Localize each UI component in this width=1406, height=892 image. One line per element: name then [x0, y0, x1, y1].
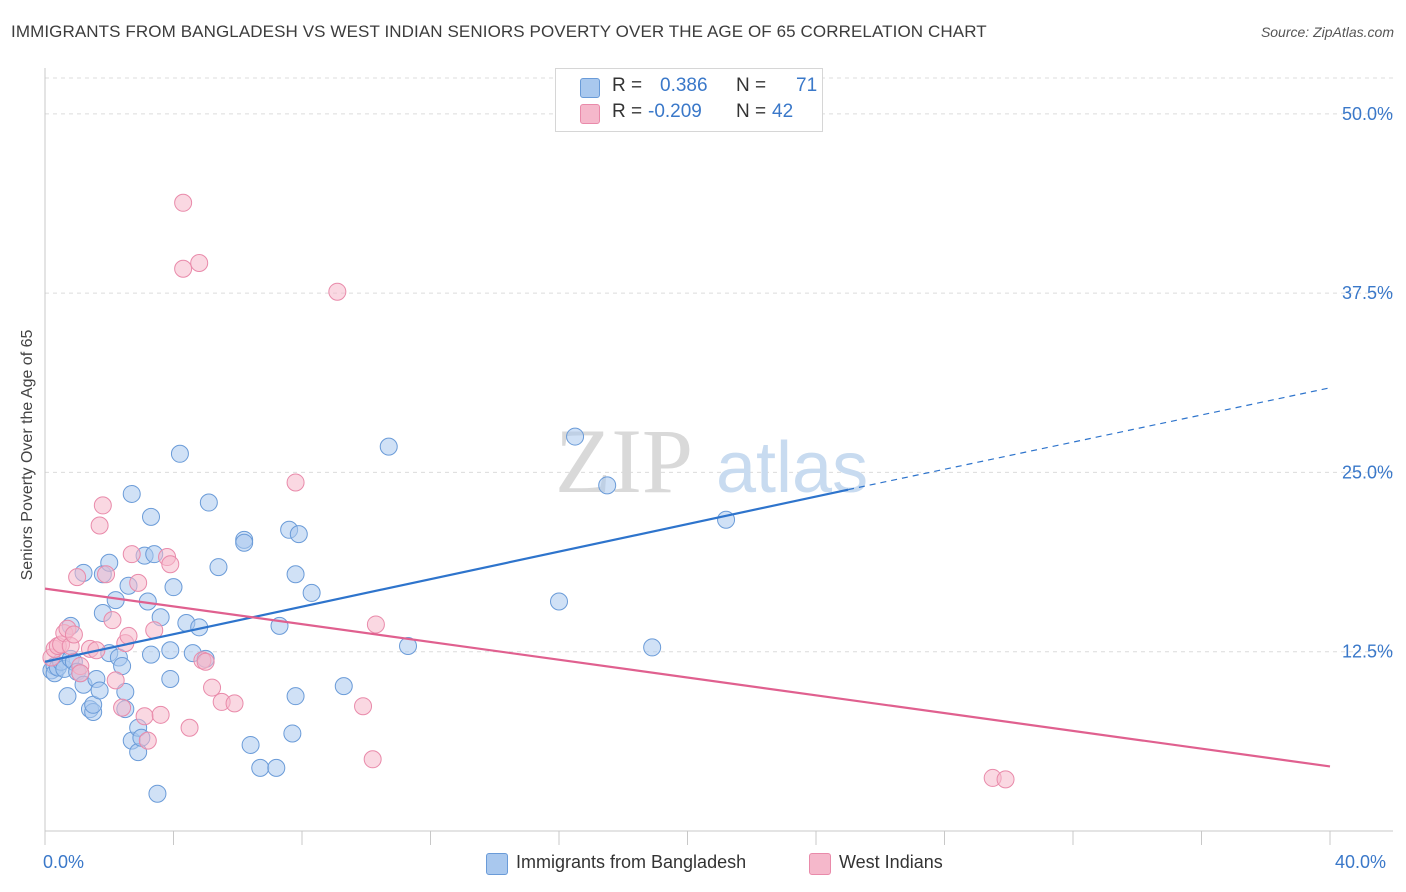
data-point	[170, 444, 189, 463]
data-point	[199, 493, 218, 512]
legend-swatch-west-indians	[580, 104, 600, 124]
bottom-legend-label: Immigrants from Bangladesh	[516, 852, 747, 872]
y-tick-labels: 12.5% 25.0% 37.5% 50.0%	[1342, 104, 1393, 662]
data-point	[354, 697, 373, 716]
data-point	[64, 625, 83, 644]
data-point	[190, 254, 209, 273]
source-label: Source: ZipAtlas.com	[1260, 24, 1394, 40]
west-indians-points	[42, 193, 1015, 789]
data-point	[71, 664, 90, 683]
data-point	[68, 568, 87, 587]
data-point	[196, 652, 215, 671]
data-point	[251, 758, 270, 777]
data-point	[129, 573, 148, 592]
data-point	[138, 731, 157, 750]
x-tick-label-max: 40.0%	[1335, 852, 1387, 872]
data-point	[103, 611, 122, 630]
data-points	[42, 193, 1015, 803]
data-point	[148, 784, 167, 803]
data-point	[286, 687, 305, 706]
data-point	[566, 427, 585, 446]
data-point	[164, 578, 183, 597]
data-point	[93, 496, 112, 515]
data-point	[286, 565, 305, 584]
data-point	[122, 484, 141, 503]
y-tick-label: 12.5%	[1342, 642, 1393, 662]
legend-swatch-bangladesh	[580, 78, 600, 98]
data-point	[366, 615, 385, 634]
watermark: ZIP atlas	[555, 410, 868, 512]
data-point	[97, 565, 116, 584]
data-point	[142, 507, 161, 526]
bangladesh-trend-extension	[848, 387, 1331, 491]
data-point	[225, 694, 244, 713]
data-point	[122, 545, 141, 564]
west-indians-trend-line	[44, 587, 1331, 768]
chart-title: IMMIGRANTS FROM BANGLADESH VS WEST INDIA…	[11, 22, 987, 41]
legend-n-value: 42	[772, 101, 794, 122]
data-point	[180, 718, 199, 737]
data-point	[161, 555, 180, 574]
data-point	[161, 669, 180, 688]
data-point	[90, 516, 109, 535]
data-point	[90, 681, 109, 700]
data-point	[106, 671, 125, 690]
data-point	[399, 636, 418, 655]
legend-r-label: R =	[612, 101, 643, 122]
data-point	[203, 678, 222, 697]
data-point	[334, 677, 353, 696]
data-point	[643, 638, 662, 657]
legend-r-label: R =	[612, 75, 643, 96]
data-point	[267, 758, 286, 777]
data-point	[241, 735, 260, 754]
bottom-legend-swatch-bangladesh	[486, 853, 508, 875]
legend-n-label: N =	[736, 101, 767, 122]
legend-r-value: 0.386	[660, 75, 708, 96]
legend-n-value: 71	[796, 75, 818, 96]
trend-lines	[44, 387, 1331, 768]
data-point	[161, 641, 180, 660]
bottom-legend-swatch-west-indians	[809, 853, 831, 875]
data-point	[235, 533, 254, 552]
data-point	[379, 437, 398, 456]
data-point	[142, 645, 161, 664]
bottom-legend-label: West Indians	[839, 852, 943, 872]
watermark-atlas: atlas	[716, 428, 868, 508]
x-tick-label-min: 0.0%	[43, 852, 85, 872]
legend-n-label: N =	[736, 75, 767, 96]
watermark-zip: ZIP	[555, 410, 693, 512]
data-point	[209, 558, 228, 577]
axes	[44, 68, 1393, 845]
data-point	[135, 707, 154, 726]
data-point	[996, 770, 1015, 789]
data-point	[550, 592, 568, 611]
legend-r-value: -0.209	[648, 101, 702, 122]
data-point	[174, 193, 193, 212]
data-point	[113, 698, 132, 717]
bangladesh-trend-line	[44, 488, 849, 663]
data-point	[363, 750, 382, 769]
data-point	[302, 583, 321, 602]
y-tick-label: 25.0%	[1342, 462, 1393, 482]
correlation-legend: R = 0.386 N = 71 R = -0.209 N = 42	[555, 68, 823, 132]
data-point	[289, 525, 308, 544]
data-point	[286, 473, 305, 492]
y-tick-label: 50.0%	[1342, 104, 1393, 124]
grid-lines	[45, 77, 1393, 653]
data-point	[174, 259, 193, 278]
data-point	[328, 282, 347, 301]
data-point	[151, 705, 170, 724]
y-tick-label: 37.5%	[1342, 283, 1393, 303]
data-point	[598, 476, 617, 495]
data-point	[58, 687, 77, 706]
data-point	[283, 724, 302, 743]
